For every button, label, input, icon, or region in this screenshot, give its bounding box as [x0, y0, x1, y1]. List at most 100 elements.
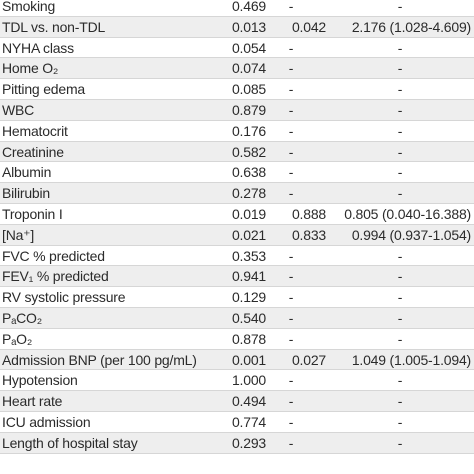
odds-ratio-cell: 0.994 (0.937-1.054) [351, 226, 471, 243]
table-row: Home O₂ 0.074 - - [0, 58, 474, 80]
odds-ratio-cell: - [397, 393, 403, 410]
table-row: Creatinine 0.582 - - [0, 141, 474, 163]
univariate-p-cell: 0.878 [231, 330, 266, 347]
odds-ratio-cell: - [397, 434, 403, 451]
table-row: PₐO₂ 0.878 - - [0, 328, 474, 350]
odds-ratio-cell: - [397, 268, 403, 285]
odds-ratio-cell: - [397, 39, 403, 56]
variable-cell: PₐCO₂ [2, 309, 42, 326]
variable-cell: Pitting edema [2, 81, 86, 98]
multivariate-p-cell: - [288, 122, 294, 139]
variable-cell: Admission BNP (per 100 pg/mL) [2, 351, 197, 368]
table-row: Bilirubin 0.278 - - [0, 183, 474, 204]
variable-cell: RV systolic pressure [2, 289, 126, 306]
variable-cell: TDL vs. non-TDL [2, 18, 106, 35]
odds-ratio-cell: - [397, 122, 403, 139]
results-table: Smoking 0.469 - - TDL vs. non-TDL 0.013 0.042 2… [0, 0, 474, 454]
multivariate-p-cell: 0.027 [291, 351, 326, 368]
variable-cell: Creatinine [2, 143, 64, 160]
variable-cell: WBC [2, 101, 35, 118]
odds-ratio-cell: - [397, 289, 403, 306]
odds-ratio-cell: - [397, 330, 403, 347]
table-row: FVC % predicted 0.353 - - [0, 245, 474, 267]
univariate-p-cell: 0.278 [231, 185, 266, 202]
variable-cell: ICU admission [2, 413, 91, 430]
multivariate-p-cell: - [288, 185, 294, 202]
variable-cell: Bilirubin [2, 185, 50, 202]
multivariate-p-cell: - [288, 143, 294, 160]
table-row: [Na⁺] 0.021 0.833 0.994 (0.937-1.054) [0, 224, 474, 246]
univariate-p-cell: 0.001 [231, 351, 266, 368]
univariate-p-cell: 0.469 [231, 0, 266, 14]
variable-cell: PₐO₂ [2, 330, 33, 347]
table-row: Pitting edema 0.085 - - [0, 79, 474, 100]
variable-cell: FVC % predicted [2, 247, 105, 264]
odds-ratio-cell: - [397, 60, 403, 77]
univariate-p-cell: 0.774 [231, 413, 266, 430]
multivariate-p-cell: - [288, 434, 294, 451]
table-row: PₐCO₂ 0.540 - - [0, 307, 474, 329]
table-row: Heart rate 0.494 - - [0, 391, 474, 412]
odds-ratio-cell: - [397, 413, 403, 430]
table-row: Hematocrit 0.176 - - [0, 120, 474, 142]
multivariate-p-cell: - [288, 0, 294, 14]
univariate-p-cell: 0.085 [231, 81, 266, 98]
odds-ratio-cell: 0.805 (0.040-16.388) [344, 205, 471, 222]
variable-cell: Smoking [2, 0, 56, 14]
univariate-p-cell: 0.879 [231, 101, 266, 118]
univariate-p-cell: 0.353 [231, 247, 266, 264]
odds-ratio-cell: - [397, 247, 403, 264]
univariate-p-cell: 0.941 [231, 268, 266, 285]
univariate-p-cell: 0.054 [231, 39, 266, 56]
multivariate-p-cell: 0.888 [291, 205, 326, 222]
variable-cell: Length of hospital stay [2, 434, 138, 451]
univariate-p-cell: 0.582 [231, 143, 266, 160]
univariate-p-cell: 0.013 [231, 18, 266, 35]
variable-cell: Heart rate [2, 393, 63, 410]
variable-cell: Troponin I [2, 205, 63, 222]
variable-cell: [Na⁺] [2, 226, 35, 243]
odds-ratio-cell: - [397, 164, 403, 181]
univariate-p-cell: 0.540 [231, 309, 266, 326]
odds-ratio-cell: - [397, 309, 403, 326]
multivariate-p-cell: - [288, 393, 294, 410]
univariate-p-cell: 0.638 [231, 164, 266, 181]
univariate-p-cell: 0.293 [231, 434, 266, 451]
table-row: Troponin I 0.019 0.888 0.805 (0.040-16.388) [0, 203, 474, 225]
univariate-p-cell: 0.019 [231, 205, 266, 222]
multivariate-p-cell: 0.833 [291, 226, 326, 243]
variable-cell: Albumin [2, 164, 52, 181]
table-row: Smoking 0.469 - - [0, 0, 474, 17]
multivariate-p-cell: - [288, 330, 294, 347]
multivariate-p-cell: - [288, 81, 294, 98]
odds-ratio-cell: - [397, 143, 403, 160]
multivariate-p-cell: - [288, 247, 294, 264]
multivariate-p-cell: - [288, 60, 294, 77]
multivariate-p-cell: - [288, 164, 294, 181]
multivariate-p-cell: - [288, 372, 294, 389]
univariate-p-cell: 1.000 [231, 372, 266, 389]
table-row: RV systolic pressure 0.129 - - [0, 287, 474, 308]
multivariate-p-cell: - [288, 101, 294, 118]
univariate-p-cell: 0.074 [231, 60, 266, 77]
odds-ratio-cell: - [397, 81, 403, 98]
multivariate-p-cell: - [288, 39, 294, 56]
table-row: Admission BNP (per 100 pg/mL) 0.001 0.027 1… [0, 349, 474, 371]
table-row: Albumin 0.638 - - [0, 162, 474, 184]
table-row: Hypotension 1.000 - - [0, 370, 474, 392]
table-row: FEV₁ % predicted 0.941 - - [0, 266, 474, 288]
odds-ratio-cell: 2.176 (1.028-4.609) [351, 18, 471, 35]
univariate-p-cell: 0.021 [231, 226, 266, 243]
variable-cell: Hypotension [2, 372, 78, 389]
odds-ratio-cell: 1.049 (1.005-1.094) [351, 351, 471, 368]
multivariate-p-cell: - [288, 268, 294, 285]
table-row: ICU admission 0.774 - - [0, 411, 474, 433]
variable-cell: FEV₁ % predicted [2, 268, 109, 285]
odds-ratio-cell: - [397, 372, 403, 389]
variable-cell: Home O₂ [2, 60, 59, 77]
multivariate-p-cell: - [288, 289, 294, 306]
odds-ratio-cell: - [397, 0, 403, 14]
variable-cell: NYHA class [2, 39, 74, 56]
multivariate-p-cell: - [288, 413, 294, 430]
univariate-p-cell: 0.494 [231, 393, 266, 410]
